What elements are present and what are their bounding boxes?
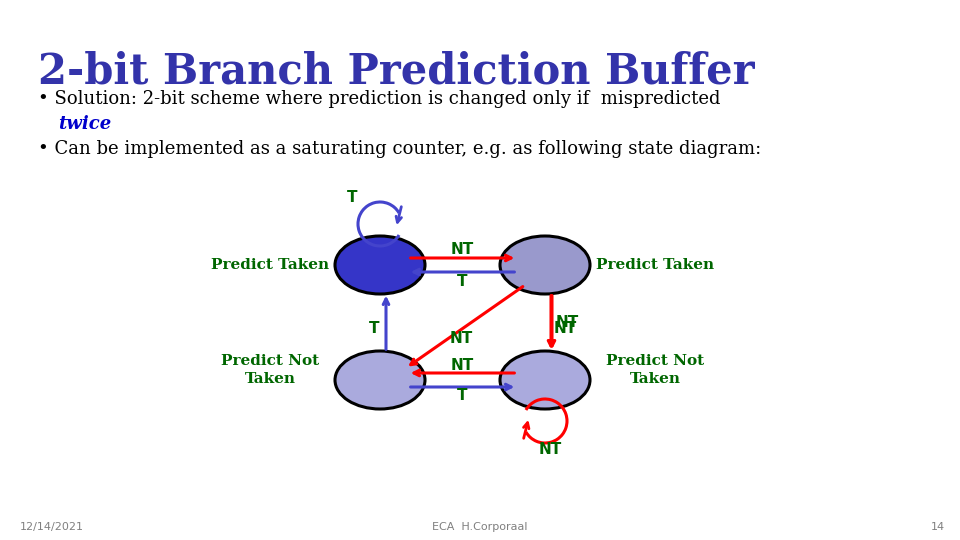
- Text: 12/14/2021: 12/14/2021: [20, 522, 84, 532]
- Text: Predict Taken: Predict Taken: [211, 258, 329, 272]
- Text: NT: NT: [449, 330, 472, 346]
- Text: T: T: [369, 321, 379, 336]
- Text: T: T: [457, 273, 468, 288]
- Text: 14: 14: [931, 522, 945, 532]
- Text: NT: NT: [553, 321, 577, 336]
- Ellipse shape: [500, 236, 590, 294]
- Text: Predict Taken: Predict Taken: [596, 258, 714, 272]
- Ellipse shape: [335, 351, 425, 409]
- Text: NT: NT: [451, 242, 474, 258]
- Text: Predict Not
Taken: Predict Not Taken: [221, 354, 319, 386]
- Text: NT: NT: [556, 315, 579, 330]
- Text: 2-bit Branch Prediction Buffer: 2-bit Branch Prediction Buffer: [38, 50, 755, 92]
- Text: Predict Not
Taken: Predict Not Taken: [606, 354, 704, 386]
- Text: NT: NT: [539, 442, 562, 456]
- Text: ECA  H.Corporaal: ECA H.Corporaal: [432, 522, 528, 532]
- Text: twice: twice: [58, 115, 111, 133]
- Ellipse shape: [500, 351, 590, 409]
- Text: • Can be implemented as a saturating counter, e.g. as following state diagram:: • Can be implemented as a saturating cou…: [38, 140, 761, 158]
- Text: T: T: [457, 388, 468, 403]
- Ellipse shape: [335, 236, 425, 294]
- Text: T: T: [347, 191, 357, 206]
- Text: • Solution: 2-bit scheme where prediction is changed only if  mispredicted: • Solution: 2-bit scheme where predictio…: [38, 90, 721, 108]
- Text: NT: NT: [451, 357, 474, 373]
